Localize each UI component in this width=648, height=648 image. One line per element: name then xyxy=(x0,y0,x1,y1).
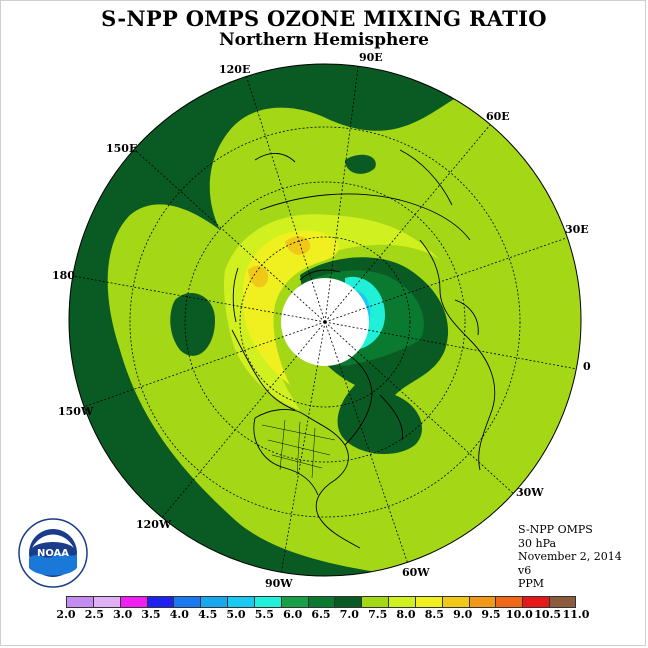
colorbar-tick-label: 4.5 xyxy=(198,608,218,621)
colorbar-swatch xyxy=(549,596,577,608)
colorbar-swatch xyxy=(307,596,335,608)
ozone-contour-yellow-core xyxy=(242,230,339,385)
colorbar-tick-label: 2.5 xyxy=(84,608,104,621)
colorbar-swatch xyxy=(92,596,121,608)
colorbar-swatch xyxy=(468,596,496,608)
colorbar-swatch xyxy=(361,596,389,608)
colorbar-tick-label: 7.0 xyxy=(339,608,359,621)
colorbar-tick-label: 10.5 xyxy=(534,608,562,621)
info-date: November 2, 2014 xyxy=(518,550,622,563)
colorbar-swatch xyxy=(334,596,362,608)
lon-label-60w: 60W xyxy=(402,566,430,579)
colorbar-tick-label: 5.5 xyxy=(254,608,274,621)
colorbar-swatch xyxy=(253,596,282,608)
lon-label-30w: 30W xyxy=(516,486,544,499)
info-level: 30 hPa xyxy=(518,536,557,550)
info-units: PPM xyxy=(518,577,545,590)
ozone-field xyxy=(69,64,581,576)
colorbar-tick-label: 10.0 xyxy=(505,608,533,621)
info-version: v6 xyxy=(518,563,532,577)
noaa-logo-text: NOAA xyxy=(37,548,69,559)
colorbar-swatch xyxy=(227,596,255,608)
colorbar-tick-label: 3.0 xyxy=(113,608,133,621)
colorbar-tick-label: 7.5 xyxy=(368,608,388,621)
ozone-contour-orange-east xyxy=(285,236,311,255)
colorbar-swatch xyxy=(173,596,201,608)
ozone-contour-dark-pacific xyxy=(69,64,470,576)
colorbar-tick-label: 9.0 xyxy=(453,608,473,621)
ozone-contour-orange-west xyxy=(248,265,269,288)
lon-label-90w: 90W xyxy=(265,577,293,590)
colorbar-tick-label: 5.0 xyxy=(226,608,246,621)
colorbar-tick-label: 3.5 xyxy=(141,608,161,621)
colorbar-swatch xyxy=(146,596,174,608)
ozone-contour-dark-siberia xyxy=(345,154,376,174)
colorbar-swatch xyxy=(414,596,443,608)
lon-label-30e: 30E xyxy=(565,223,589,236)
colorbar-swatch xyxy=(200,596,228,608)
colorbar-tick-label: 8.0 xyxy=(396,608,416,621)
lon-label-180: 180 xyxy=(52,269,75,282)
info-instrument: S-NPP OMPS xyxy=(518,523,593,536)
colorbar-swatch xyxy=(280,596,309,608)
colorbar-tick-label: 6.5 xyxy=(311,608,331,621)
coastlines xyxy=(231,149,496,549)
lon-label-120w: 120W xyxy=(136,518,172,531)
page-title: S-NPP OMPS OZONE MIXING RATIO xyxy=(101,6,547,31)
ozone-contour-dark-alaska xyxy=(170,292,215,356)
info-block: S-NPP OMPS 30 hPa November 2, 2014 v6 PP… xyxy=(518,523,622,591)
colorbar-swatch xyxy=(495,596,523,608)
lon-label-90e: 90E xyxy=(359,51,383,64)
colorbar-swatch xyxy=(388,596,416,608)
noaa-logo: NOAA xyxy=(18,518,88,588)
lon-label-60e: 60E xyxy=(486,110,510,123)
colorbar-swatch xyxy=(119,596,147,608)
page-subtitle: Northern Hemisphere xyxy=(219,30,429,50)
colorbar-tick-label: 2.0 xyxy=(56,608,76,621)
colorbar-tick-label: 4.0 xyxy=(169,608,189,621)
colorbar-tick-label: 11.0 xyxy=(562,608,590,621)
globe-outline xyxy=(68,63,582,577)
colorbar-tick-label: 8.5 xyxy=(424,608,444,621)
lon-label-150e: 150E xyxy=(106,142,138,155)
colorbar-tick-label: 6.0 xyxy=(283,608,303,621)
colorbar-swatch xyxy=(441,596,470,608)
colorbar-tick-label: 9.5 xyxy=(481,608,501,621)
graticule xyxy=(69,64,581,576)
lon-label-150w: 150W xyxy=(58,405,94,418)
us-state-lines xyxy=(261,419,336,479)
colorbar-border xyxy=(66,596,576,608)
colorbar-swatch xyxy=(522,596,550,608)
lon-label-0: 0 xyxy=(583,360,591,373)
lon-label-120e: 120E xyxy=(219,63,251,76)
